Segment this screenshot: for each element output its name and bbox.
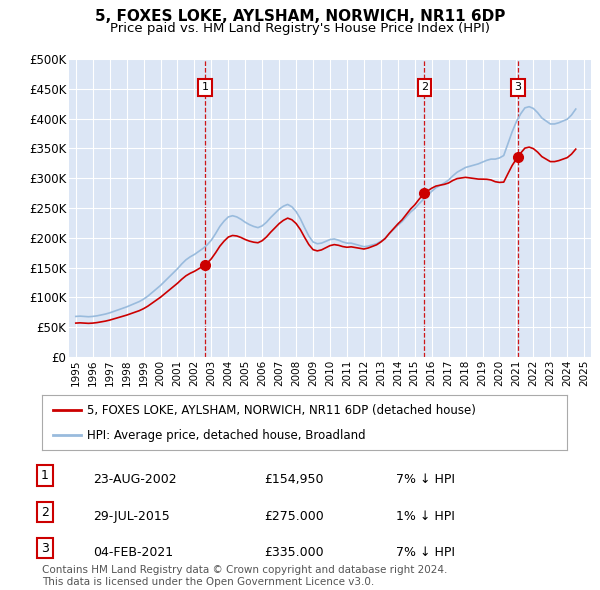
Text: 7% ↓ HPI: 7% ↓ HPI — [396, 473, 455, 486]
Text: 3: 3 — [514, 83, 521, 92]
Text: 29-JUL-2015: 29-JUL-2015 — [93, 510, 170, 523]
Text: 5, FOXES LOKE, AYLSHAM, NORWICH, NR11 6DP: 5, FOXES LOKE, AYLSHAM, NORWICH, NR11 6D… — [95, 9, 505, 24]
Text: 3: 3 — [41, 542, 49, 555]
Text: 1% ↓ HPI: 1% ↓ HPI — [396, 510, 455, 523]
Text: 5, FOXES LOKE, AYLSHAM, NORWICH, NR11 6DP (detached house): 5, FOXES LOKE, AYLSHAM, NORWICH, NR11 6D… — [86, 404, 476, 417]
Text: Price paid vs. HM Land Registry's House Price Index (HPI): Price paid vs. HM Land Registry's House … — [110, 22, 490, 35]
Text: 1: 1 — [41, 469, 49, 482]
Text: 2: 2 — [421, 83, 428, 92]
Text: £335.000: £335.000 — [264, 546, 323, 559]
Text: 1: 1 — [202, 83, 209, 92]
Text: £275.000: £275.000 — [264, 510, 324, 523]
Text: £154,950: £154,950 — [264, 473, 323, 486]
Text: 23-AUG-2002: 23-AUG-2002 — [93, 473, 176, 486]
Text: 7% ↓ HPI: 7% ↓ HPI — [396, 546, 455, 559]
Text: 2: 2 — [41, 506, 49, 519]
Text: HPI: Average price, detached house, Broadland: HPI: Average price, detached house, Broa… — [86, 429, 365, 442]
Text: 04-FEB-2021: 04-FEB-2021 — [93, 546, 173, 559]
Text: Contains HM Land Registry data © Crown copyright and database right 2024.
This d: Contains HM Land Registry data © Crown c… — [42, 565, 448, 587]
